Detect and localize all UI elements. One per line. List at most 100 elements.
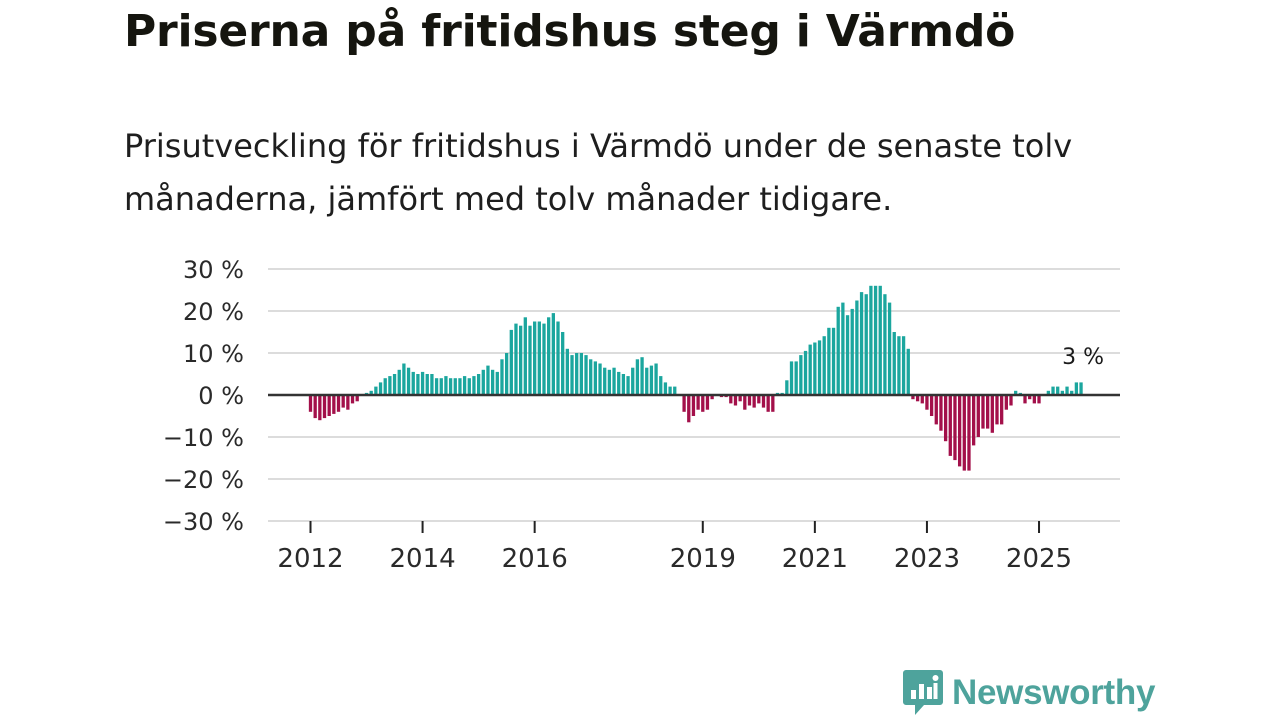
- bar: [542, 323, 546, 395]
- y-tick-label: 30 %: [183, 256, 244, 284]
- bar: [1065, 386, 1069, 395]
- bar: [392, 374, 397, 395]
- bar: [738, 395, 742, 402]
- bar: [962, 395, 966, 471]
- bar: [561, 332, 565, 395]
- bar: [570, 355, 574, 395]
- bar: [878, 285, 882, 395]
- bar: [612, 367, 616, 395]
- bar: [355, 395, 359, 402]
- bar: [1056, 386, 1060, 395]
- bar: [803, 350, 808, 395]
- bar: [1079, 382, 1083, 395]
- bar: [855, 300, 859, 395]
- tick-labels: 30 % 20 % 10 % 0 % −10 % −20 % −30 % 2012 2014 20…: [163, 256, 1104, 574]
- bar: [1032, 395, 1036, 404]
- bar: [929, 395, 934, 416]
- bar: [710, 395, 714, 400]
- bar: [822, 336, 826, 395]
- bar: [579, 353, 584, 395]
- bar: [593, 361, 598, 395]
- bars: [308, 285, 1083, 471]
- bar: [939, 395, 943, 431]
- bar: [915, 395, 920, 402]
- bar: [420, 371, 425, 395]
- bar: [462, 376, 467, 395]
- bar: [654, 363, 658, 395]
- newsworthy-logo: Newsworthy: [902, 668, 1155, 718]
- bar: [378, 382, 383, 395]
- bar: [374, 386, 378, 395]
- y-tick-label: 20 %: [183, 298, 244, 326]
- chart-title: Priserna på fritidshus steg i Värmdö: [124, 6, 1016, 57]
- bar: [458, 378, 462, 395]
- bar: [1060, 390, 1065, 395]
- bar: [701, 395, 705, 412]
- bar: [668, 386, 672, 395]
- bar: [864, 294, 868, 395]
- bar: [990, 395, 994, 433]
- bar: [733, 395, 738, 406]
- x-tick-label: 2023: [894, 544, 960, 574]
- bar: [934, 395, 938, 425]
- bar: [635, 359, 640, 395]
- last-value-annotation: 3 %: [1062, 345, 1104, 370]
- bar: [799, 355, 803, 395]
- bar: [547, 317, 551, 395]
- bar: [771, 395, 775, 412]
- bar: [687, 395, 691, 423]
- x-tick-label: 2014: [389, 544, 455, 574]
- bar: [327, 395, 331, 416]
- bar: [981, 395, 985, 429]
- bar: [444, 376, 448, 395]
- bar: [425, 374, 429, 395]
- bar: [850, 308, 854, 395]
- bar: [589, 359, 593, 395]
- bar: [649, 365, 654, 395]
- bar: [448, 378, 453, 395]
- x-tick-label: 2016: [502, 544, 568, 574]
- bar: [794, 361, 798, 395]
- bar: [490, 369, 495, 395]
- bar: [434, 378, 439, 395]
- bar: [341, 395, 345, 408]
- chart-subtitle: Prisutveckling för fritidshus i Värmdö u…: [124, 127, 1073, 218]
- bar: [883, 294, 887, 395]
- bar: [911, 395, 915, 400]
- bar: [472, 376, 476, 395]
- bar: [430, 374, 434, 395]
- newsworthy-logo-icon: [903, 670, 943, 715]
- bar: [476, 374, 481, 395]
- bar: [402, 363, 406, 395]
- bar: [827, 327, 831, 395]
- bar: [1023, 395, 1027, 404]
- x-tick-label: 2021: [782, 544, 848, 574]
- bar: [696, 395, 700, 410]
- bar: [897, 336, 901, 395]
- bar: [313, 395, 317, 419]
- bar: [943, 395, 948, 442]
- bar: [1051, 386, 1055, 395]
- bar: [761, 395, 766, 408]
- bar: [1070, 390, 1074, 395]
- bar: [673, 386, 677, 395]
- bar: [556, 321, 560, 395]
- bar: [346, 395, 350, 410]
- bar: [859, 292, 864, 395]
- bar: [1014, 390, 1018, 395]
- bar: [626, 376, 630, 395]
- bar: [640, 357, 644, 395]
- bar: [519, 325, 523, 395]
- bar: [318, 395, 322, 421]
- bar: [752, 395, 756, 408]
- bar: [645, 367, 649, 395]
- bar: [533, 321, 537, 395]
- bar: [565, 348, 569, 395]
- price-change-bar-chart: 30 % 20 % 10 % 0 % −10 % −20 % −30 % 2012 2014 20…: [163, 256, 1120, 574]
- bar: [925, 395, 929, 410]
- bar: [603, 367, 607, 395]
- bar: [332, 395, 336, 414]
- bar: [369, 390, 373, 395]
- bar: [509, 329, 513, 395]
